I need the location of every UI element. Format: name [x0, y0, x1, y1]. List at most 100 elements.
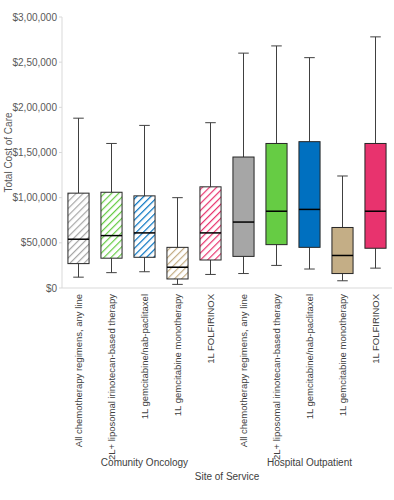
- lower-whisker: [309, 247, 310, 269]
- box: [200, 187, 221, 260]
- median: [365, 210, 386, 212]
- box: [299, 142, 320, 248]
- y-tick-label: $0: [46, 283, 58, 294]
- upper-whisker: [144, 125, 145, 195]
- category-label: 1L gemcitabine/nab-paclitaxel: [304, 294, 315, 419]
- min-cap: [205, 274, 216, 275]
- max-cap: [337, 175, 348, 176]
- min-cap: [73, 277, 84, 278]
- median: [299, 209, 320, 211]
- box: [266, 143, 287, 244]
- box-group: [134, 125, 155, 271]
- box-group: [266, 46, 287, 266]
- upper-whisker: [375, 37, 376, 144]
- upper-whisker: [177, 198, 178, 248]
- y-tick-label: $3,00,000: [13, 12, 58, 23]
- box: [68, 193, 89, 263]
- category-label: 1L gemcitabine monotherapy: [337, 294, 348, 416]
- lower-whisker: [243, 256, 244, 273]
- max-cap: [205, 122, 216, 123]
- lower-whisker: [177, 279, 178, 284]
- category-label: 1L FOLFIRINOX: [370, 293, 381, 364]
- x-axis: [62, 288, 392, 289]
- min-cap: [271, 265, 282, 266]
- lower-whisker: [78, 264, 79, 278]
- lower-whisker: [144, 257, 145, 271]
- y-tick-label: $1,50,000: [13, 147, 58, 158]
- y-tick: [59, 288, 62, 289]
- upper-whisker: [243, 53, 244, 157]
- y-tick: [59, 197, 62, 198]
- category-label: 1L gemcitabine/nab-paclitaxel: [139, 294, 150, 419]
- category-label: 1L FOLFIRINOX: [205, 293, 216, 364]
- median: [167, 266, 188, 268]
- lower-whisker: [342, 274, 343, 281]
- plot-area: [68, 37, 386, 285]
- y-tick: [59, 242, 62, 243]
- category-label: 1L gemcitabine monotherapy: [172, 294, 183, 416]
- upper-whisker: [111, 143, 112, 192]
- lower-whisker: [375, 248, 376, 268]
- lower-whisker: [276, 245, 277, 266]
- category-label: All chemotherapy regimens, any line: [238, 294, 249, 447]
- y-tick: [59, 17, 62, 18]
- upper-whisker: [342, 176, 343, 227]
- category-label: 2L+ liposomal irinotecan-based therapy: [106, 294, 117, 460]
- y-tick: [59, 107, 62, 108]
- min-cap: [106, 272, 117, 273]
- min-cap: [370, 268, 381, 269]
- median: [101, 235, 122, 237]
- lower-whisker: [111, 258, 112, 272]
- y-tick-label: $50,000: [21, 237, 58, 248]
- y-tick: [59, 152, 62, 153]
- box: [167, 247, 188, 279]
- box-group: [167, 198, 188, 285]
- max-cap: [304, 57, 315, 58]
- category-label: All chemotherapy regimens, any line: [73, 294, 84, 447]
- median: [266, 210, 287, 212]
- min-cap: [238, 273, 249, 274]
- min-cap: [304, 269, 315, 270]
- box-group: [68, 118, 89, 277]
- upper-whisker: [78, 118, 79, 193]
- max-cap: [139, 125, 150, 126]
- box: [332, 227, 353, 273]
- min-cap: [172, 284, 183, 285]
- box: [134, 196, 155, 257]
- max-cap: [238, 53, 249, 54]
- y-tick-label: $2,00,000: [13, 102, 58, 113]
- max-cap: [172, 197, 183, 198]
- upper-whisker: [309, 58, 310, 142]
- box: [101, 192, 122, 258]
- median: [134, 232, 155, 234]
- box-group: [233, 53, 254, 273]
- category-label: 2L+ liposomal irinotecan-based therapy: [271, 294, 282, 460]
- median: [200, 232, 221, 234]
- lower-whisker: [210, 260, 211, 274]
- box: [365, 143, 386, 248]
- max-cap: [73, 118, 84, 119]
- box-group: [332, 176, 353, 281]
- box: [233, 157, 254, 256]
- median: [332, 255, 353, 257]
- max-cap: [370, 36, 381, 37]
- upper-whisker: [210, 123, 211, 187]
- y-tick: [59, 62, 62, 63]
- box-group: [101, 143, 122, 272]
- x-axis-label: Site of Service: [195, 471, 260, 482]
- y-tick-label: $2,50,000: [13, 57, 58, 68]
- group-label: Hospital Outpatient: [267, 457, 352, 468]
- min-cap: [139, 271, 150, 272]
- group-label: Comunity Oncology: [101, 457, 188, 468]
- median: [233, 221, 254, 223]
- y-tick-label: $1,00,000: [13, 192, 58, 203]
- y-axis-label: Total Cost of Care: [3, 112, 14, 192]
- upper-whisker: [276, 46, 277, 144]
- box-group: [365, 37, 386, 268]
- min-cap: [337, 280, 348, 281]
- max-cap: [271, 45, 282, 46]
- box-group: [299, 58, 320, 269]
- median: [68, 238, 89, 240]
- box-group: [200, 123, 221, 275]
- max-cap: [106, 143, 117, 144]
